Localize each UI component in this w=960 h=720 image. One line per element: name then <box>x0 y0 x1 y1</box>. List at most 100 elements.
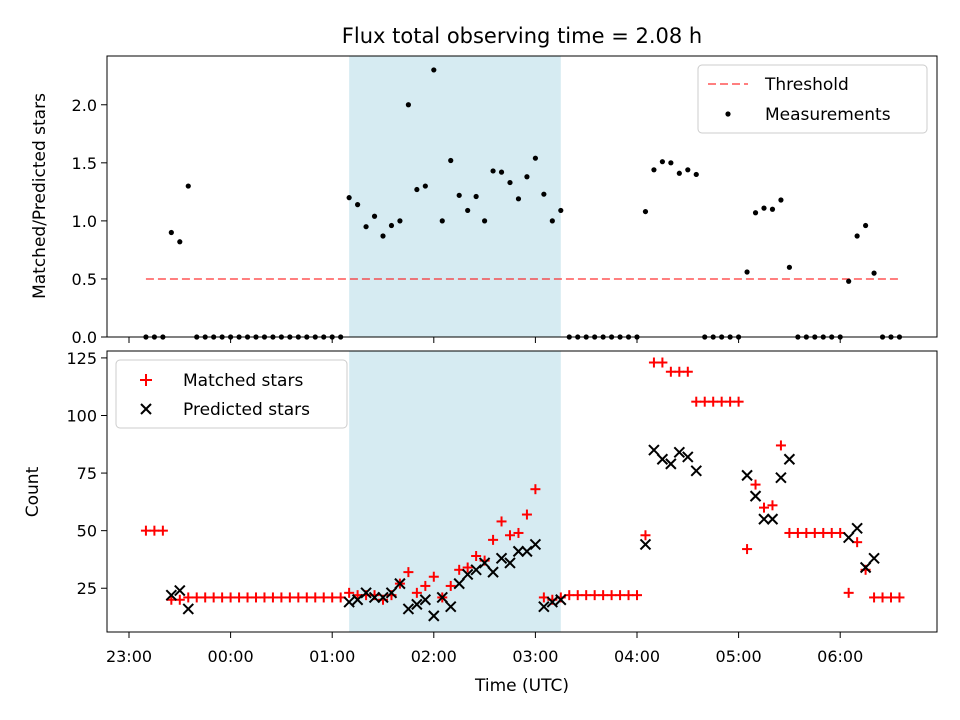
predicted-star-point <box>428 610 440 622</box>
predicted-star-point <box>487 566 499 578</box>
matched-star-point <box>505 530 515 541</box>
matched-star-point <box>716 396 727 407</box>
x-tick-label: 05:00 <box>716 647 762 666</box>
measurement-point <box>448 157 454 164</box>
matched-star-point <box>665 366 676 377</box>
matched-star-point <box>242 592 253 603</box>
measurement-point <box>532 155 539 161</box>
matched-star-point <box>809 527 820 538</box>
measurement-point <box>871 270 877 276</box>
y-tick-label: 100 <box>66 406 97 425</box>
matched-star-point <box>310 592 321 603</box>
predicted-star-point <box>368 591 381 604</box>
matched-star-point <box>623 590 634 601</box>
y-tick-label: 50 <box>77 522 97 541</box>
matched-star-point <box>445 580 456 591</box>
measurement-point <box>177 239 183 245</box>
measurement-point <box>414 186 420 193</box>
measurement-point <box>668 160 674 166</box>
measurement-point <box>786 264 793 270</box>
matched-star-point <box>648 357 659 368</box>
matched-star-point <box>742 544 753 555</box>
measurement-point <box>185 183 191 189</box>
measurement-point <box>515 196 522 202</box>
predicted-star-point <box>842 531 855 544</box>
measurement-point <box>380 233 386 239</box>
predicted-star-point <box>851 522 863 535</box>
matched-star-point <box>200 592 211 603</box>
matched-star-point <box>411 587 422 598</box>
predicted-star-point <box>402 603 415 615</box>
predicted-star-point <box>682 451 694 463</box>
observing-window <box>349 56 561 337</box>
matched-star-point <box>572 590 583 601</box>
predicted-star-point <box>775 471 787 484</box>
matched-star-point <box>149 525 160 536</box>
measurement-point <box>431 67 437 73</box>
matched-star-point <box>733 396 744 407</box>
matched-star-point <box>513 527 524 538</box>
matched-star-point <box>725 396 736 407</box>
measurement-point <box>846 278 852 284</box>
legend-threshold-label: Threshold <box>764 75 849 95</box>
top-y-ticks: 0.0 0.5 1.0 1.5 2.0 <box>72 96 107 347</box>
predicted-star-point <box>394 577 406 590</box>
measurement-point <box>363 224 369 230</box>
predicted-star-point <box>673 446 686 459</box>
measurement-point <box>778 197 784 203</box>
matched-star-point <box>521 509 532 520</box>
matched-star-point <box>217 592 228 603</box>
x-tick-label: 02:00 <box>411 647 457 666</box>
matched-star-point <box>615 590 626 601</box>
measurement-point <box>371 213 378 219</box>
measurement-point <box>397 218 403 224</box>
measurement-point <box>490 168 496 174</box>
bottom-y-ticks: 25 50 75 100 125 <box>66 349 107 598</box>
measurement-point <box>456 192 462 198</box>
matched-star-point <box>284 592 295 603</box>
predicted-star-point <box>859 561 872 574</box>
x-axis-label: Time (UTC) <box>474 676 569 696</box>
matched-star-point <box>682 366 693 377</box>
measurement-point <box>549 218 555 224</box>
measurement-point <box>473 193 479 200</box>
top-axes-frame <box>106 55 938 338</box>
matched-star-point <box>462 562 473 573</box>
top-legend: Threshold Measurements <box>697 64 928 134</box>
measurement-point <box>524 174 530 180</box>
bottom-legend-box <box>115 359 348 429</box>
measurement-point <box>769 206 776 212</box>
predicted-star-point <box>521 545 533 558</box>
measurement-point <box>422 183 428 189</box>
predicted-star-point <box>182 603 194 615</box>
x-tick-label: 23:00 <box>106 647 152 666</box>
figure-title: Flux total observing time = 2.08 h <box>342 24 702 48</box>
matched-star-point <box>251 592 261 603</box>
legend-measurements-label: Measurements <box>765 105 891 125</box>
y-tick-label: 75 <box>77 464 97 483</box>
legend-matched-swatch <box>140 374 152 386</box>
bottom-axes-frame <box>106 350 938 633</box>
top-x-ticks <box>128 337 841 343</box>
matched-star-point <box>691 396 702 407</box>
matched-star-point <box>792 527 803 538</box>
measurement-point <box>642 208 649 215</box>
measurement-point <box>863 222 869 229</box>
predicted-star-point <box>461 568 474 581</box>
measurement-point <box>744 269 750 275</box>
y-tick-label: 25 <box>77 579 97 598</box>
predicted-star-point <box>385 587 398 599</box>
matched-star-point <box>183 592 194 603</box>
matched-star-point <box>818 527 829 538</box>
legend-matched-label: Matched stars <box>183 371 303 391</box>
matched-star-point <box>318 592 329 603</box>
matched-star-point <box>488 534 499 545</box>
x-tick-label: 03:00 <box>512 647 558 666</box>
predicted-star-point <box>749 490 762 502</box>
matched-star-point <box>843 587 854 598</box>
measurement-point <box>405 102 411 108</box>
y-tick-label: 1.5 <box>72 154 97 173</box>
matched-star-point <box>327 592 338 603</box>
matched-star-point <box>225 592 236 603</box>
predicted-star-point <box>639 538 652 551</box>
